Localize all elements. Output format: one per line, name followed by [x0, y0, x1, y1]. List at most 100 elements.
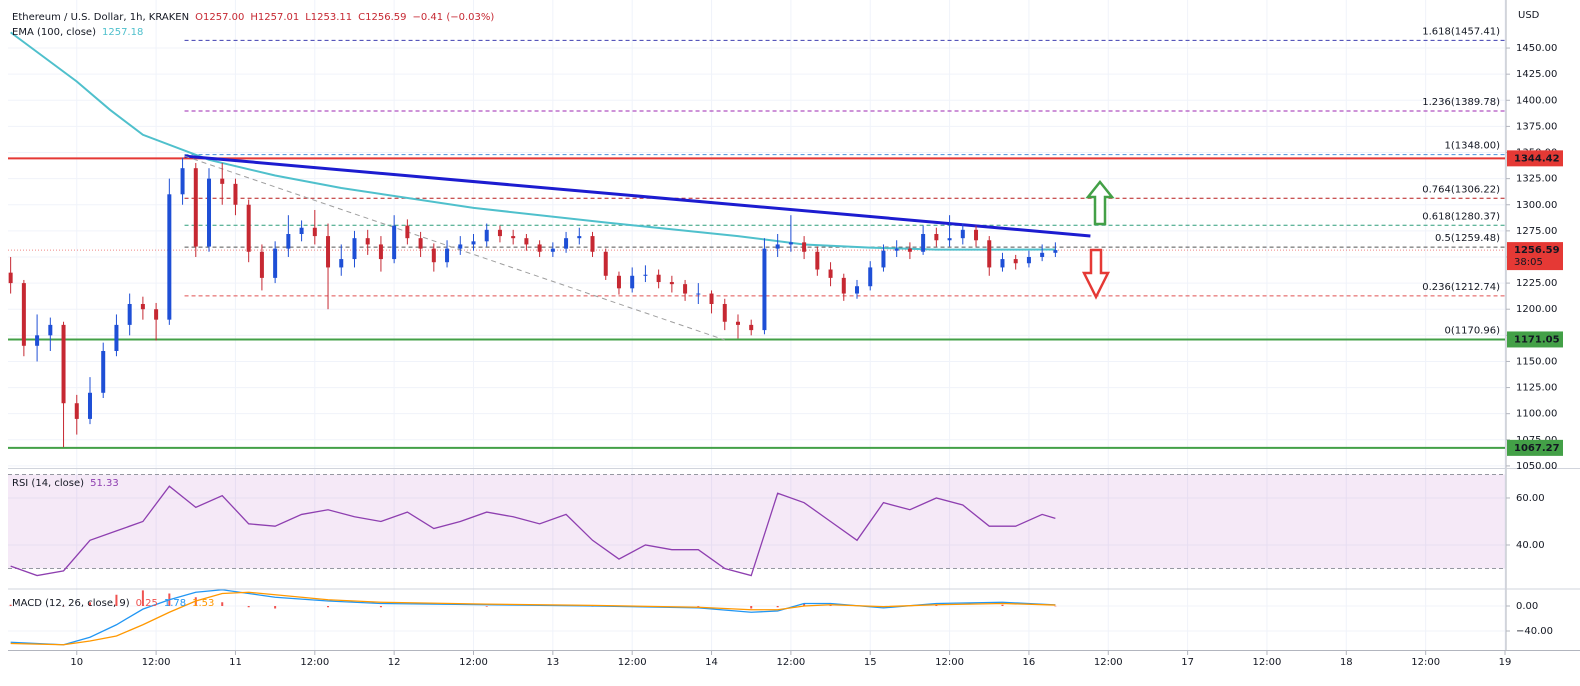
- histogram-bar: [803, 603, 806, 606]
- x-tick-label: 12: [388, 657, 401, 668]
- candle-body: [339, 259, 344, 268]
- candle-body: [154, 309, 159, 320]
- y-tick-label: 0.00: [1516, 601, 1538, 612]
- fib-label: 0.236(1212.74): [1422, 282, 1500, 293]
- indicator-name: RSI (14, close): [12, 478, 84, 489]
- y-tick-label: 1375.00: [1516, 121, 1557, 132]
- histogram-bar: [274, 606, 277, 609]
- candle-body: [537, 244, 542, 252]
- x-tick-label: 15: [864, 657, 877, 668]
- ohlc-value: C1256.59: [358, 12, 406, 23]
- histogram-bar: [247, 606, 250, 608]
- fib-label: 0.618(1280.37): [1422, 211, 1500, 222]
- candle-body: [312, 227, 317, 237]
- candle-body: [87, 392, 92, 419]
- candle-body: [656, 274, 661, 283]
- candle-body: [603, 251, 608, 276]
- candle-body: [921, 234, 926, 252]
- fib-label: 1.236(1389.78): [1422, 97, 1500, 108]
- candle-body: [1053, 250, 1058, 253]
- x-tick-label: 12:00: [300, 657, 329, 668]
- x-tick-label: 12:00: [935, 657, 964, 668]
- rsi-band: [8, 474, 1505, 569]
- x-tick-label: 10: [70, 657, 83, 668]
- histogram-bar: [62, 606, 65, 607]
- x-tick-label: 12:00: [1253, 657, 1282, 668]
- x-tick-label: 12:00: [459, 657, 488, 668]
- indicator-line: [10, 485, 1056, 577]
- histogram-bar: [9, 604, 12, 606]
- indicator-legend: RSI (14, close) 51.33: [12, 478, 119, 489]
- candle-body: [722, 303, 727, 322]
- y-tick-label: 1425.00: [1516, 69, 1557, 80]
- candle-body: [497, 229, 502, 237]
- x-tick-label: 12:00: [618, 657, 647, 668]
- candle-body: [669, 282, 674, 285]
- x-tick-label: 18: [1340, 657, 1353, 668]
- y-tick-label: 1450.00: [1516, 43, 1557, 54]
- candle-body: [74, 403, 79, 419]
- y-tick-label: 1275.00: [1516, 226, 1557, 237]
- candle-body: [616, 275, 621, 289]
- ema-name: EMA (100, close): [12, 27, 96, 38]
- indicator-value: 0.25: [136, 598, 158, 609]
- candle-body: [960, 229, 965, 239]
- symbol-title: Ethereum / U.S. Dollar, 1h, KRAKEN: [12, 12, 189, 23]
- indicator-value: 51.33: [90, 478, 119, 489]
- x-tick-label: 19: [1499, 657, 1512, 668]
- candle-body: [273, 248, 278, 278]
- candle-body: [709, 293, 714, 304]
- candle-body: [193, 168, 198, 247]
- price-tag: [1507, 439, 1563, 456]
- axis-layer: 10 12:00 11 12:00 12 12:00 13 12:00 14 12:00 15 12:…: [12, 12, 1563, 668]
- x-tick-label: 12:00: [776, 657, 805, 668]
- candle-body: [418, 238, 423, 249]
- histogram-bar: [750, 606, 753, 609]
- price-tag: [1507, 331, 1563, 348]
- fib-label: 0.764(1306.22): [1422, 184, 1500, 195]
- fib-label: 1(1348.00): [1444, 141, 1500, 152]
- last-price-tag: [1507, 242, 1563, 271]
- indicator-legend: MACD (12, 26, close, 9) 0.25 1.78 1.53: [12, 598, 214, 609]
- candle-body: [881, 250, 886, 268]
- candle-body: [48, 324, 53, 336]
- candle-body: [762, 248, 767, 331]
- candle-body: [868, 267, 873, 287]
- x-tick-label: 13: [546, 657, 559, 668]
- plot-layer: 1.618(1457.41) 1.236(1389.78) 1(1348.00) 0.…: [8, 26, 1505, 646]
- x-tick-label: 12:00: [1094, 657, 1123, 668]
- ohlc-value: L1253.11: [305, 12, 352, 23]
- candle-body: [8, 272, 13, 284]
- x-tick-label: 17: [1181, 657, 1194, 668]
- candle-body: [114, 324, 119, 351]
- candle-body: [987, 240, 992, 268]
- candle-body: [815, 251, 820, 270]
- candle-body: [1026, 256, 1031, 264]
- candle-body: [749, 324, 754, 331]
- candle-body: [524, 238, 529, 245]
- ema-value: 1257.18: [102, 27, 143, 38]
- candle-body: [1000, 259, 1005, 268]
- price-tag-label: 1067.27: [1514, 443, 1560, 454]
- x-tick-label: 16: [1023, 657, 1036, 668]
- y-tick-label: 60.00: [1516, 493, 1545, 504]
- candle-body: [431, 248, 436, 263]
- candle-body: [590, 236, 595, 252]
- y-tick-label: 1150.00: [1516, 356, 1557, 367]
- histogram-bar: [485, 606, 488, 607]
- ohlc-value: O1257.00: [195, 12, 244, 23]
- candle-body: [802, 242, 807, 252]
- histogram-bar: [88, 602, 91, 606]
- histogram-bar: [1054, 605, 1057, 607]
- candle-body: [471, 241, 476, 245]
- y-tick-label: 1225.00: [1516, 278, 1557, 289]
- countdown: 38:05: [1514, 257, 1543, 268]
- y-tick-label: 1200.00: [1516, 304, 1557, 315]
- candle-body: [445, 248, 450, 263]
- candle-body: [458, 244, 463, 249]
- candle-body: [511, 236, 516, 239]
- candle-body: [180, 168, 185, 195]
- candle-body: [630, 275, 635, 289]
- candle-body: [643, 274, 648, 276]
- candle-body: [550, 248, 555, 252]
